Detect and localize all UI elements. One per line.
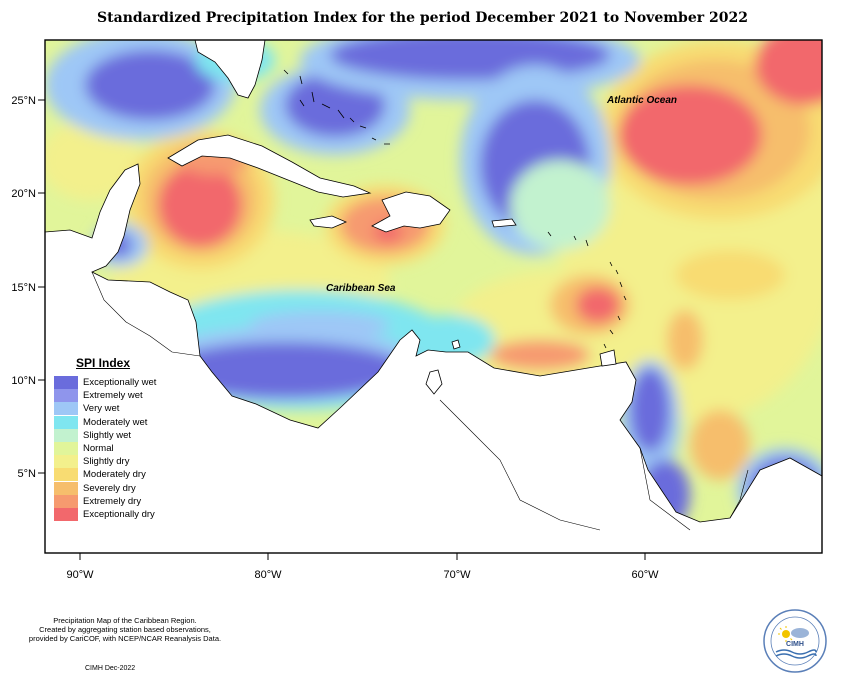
lon-label-90w: 90°W bbox=[66, 569, 94, 581]
footnote: Precipitation Map of the Caribbean Regio… bbox=[10, 616, 240, 643]
legend-label: Exceptionally dry bbox=[83, 508, 155, 520]
spi-legend: SPI Index Exceptionally wet Extremely wet… bbox=[54, 356, 174, 521]
country-borders bbox=[91, 271, 749, 531]
legend-label: Slightly dry bbox=[83, 456, 130, 468]
legend-item: Normal bbox=[54, 442, 174, 456]
footnote-line-1: Precipitation Map of the Caribbean Regio… bbox=[53, 616, 197, 625]
legend-swatch bbox=[54, 468, 78, 482]
logo-text: CIMH bbox=[786, 641, 804, 648]
legend-item: Extremely dry bbox=[54, 494, 174, 508]
legend-item: Slightly dry bbox=[54, 455, 174, 469]
map-title: Standardized Precipitation Index for the… bbox=[97, 10, 748, 26]
legend-swatch bbox=[54, 455, 78, 469]
legend-item: Extremely wet bbox=[54, 389, 174, 403]
legend-label: Extremely wet bbox=[83, 390, 143, 402]
legend-rows: Exceptionally wet Extremely wet Very wet Mo… bbox=[54, 376, 174, 521]
legend-swatch bbox=[54, 507, 78, 521]
legend-label: Slightly wet bbox=[83, 429, 132, 441]
legend-swatch bbox=[54, 442, 78, 456]
map-border bbox=[44, 39, 823, 554]
lon-label-80w: 80°W bbox=[254, 569, 282, 581]
legend-item: Very wet bbox=[54, 402, 174, 416]
legend-item: Slightly wet bbox=[54, 428, 174, 442]
legend-swatch bbox=[54, 428, 78, 442]
legend-swatch bbox=[54, 389, 78, 403]
atlantic-ocean-label: Atlantic Ocean bbox=[606, 95, 677, 106]
legend-label: Moderately wet bbox=[83, 416, 148, 428]
legend-swatch bbox=[54, 415, 78, 429]
lat-label-10n: 10°N bbox=[11, 375, 36, 387]
lat-label-15n: 15°N bbox=[11, 282, 36, 294]
lat-label-20n: 20°N bbox=[11, 188, 36, 200]
legend-item: Moderately wet bbox=[54, 415, 174, 429]
legend-swatch bbox=[54, 481, 78, 495]
legend-label: Normal bbox=[83, 443, 114, 455]
legend-swatch bbox=[54, 402, 78, 416]
caribbean-sea-label: Caribbean Sea bbox=[326, 283, 396, 294]
cimh-logo: CIMH bbox=[763, 609, 827, 673]
legend-label: Exceptionally wet bbox=[83, 377, 157, 389]
land-masses bbox=[45, 40, 822, 553]
lon-label-70w: 70°W bbox=[443, 569, 471, 581]
lat-label-5n: 5°N bbox=[18, 468, 37, 480]
legend-label: Extremely dry bbox=[83, 495, 142, 507]
lon-label-60w: 60°W bbox=[631, 569, 659, 581]
legend-label: Severely dry bbox=[83, 482, 136, 494]
legend-title: SPI Index bbox=[76, 356, 131, 370]
credit-text: CIMH Dec-2022 bbox=[85, 665, 136, 672]
legend-item: Severely dry bbox=[54, 481, 174, 495]
legend-item: Exceptionally dry bbox=[54, 507, 174, 521]
legend-label: Moderately dry bbox=[83, 469, 146, 481]
axis-ticks bbox=[38, 99, 646, 560]
legend-swatch bbox=[54, 494, 78, 508]
footnote-line-2: Created by aggregating station based obs… bbox=[39, 625, 211, 634]
footnote-line-3: provided by CariCOF, with NCEP/NCAR Rean… bbox=[28, 634, 222, 643]
legend-item: Exceptionally wet bbox=[54, 376, 174, 390]
small-islands bbox=[283, 69, 627, 349]
legend-swatch bbox=[54, 376, 78, 390]
sun-cloud-icon bbox=[775, 626, 817, 659]
legend-label: Very wet bbox=[83, 403, 120, 415]
lat-label-25n: 25°N bbox=[11, 95, 36, 107]
legend-item: Moderately dry bbox=[54, 468, 174, 482]
